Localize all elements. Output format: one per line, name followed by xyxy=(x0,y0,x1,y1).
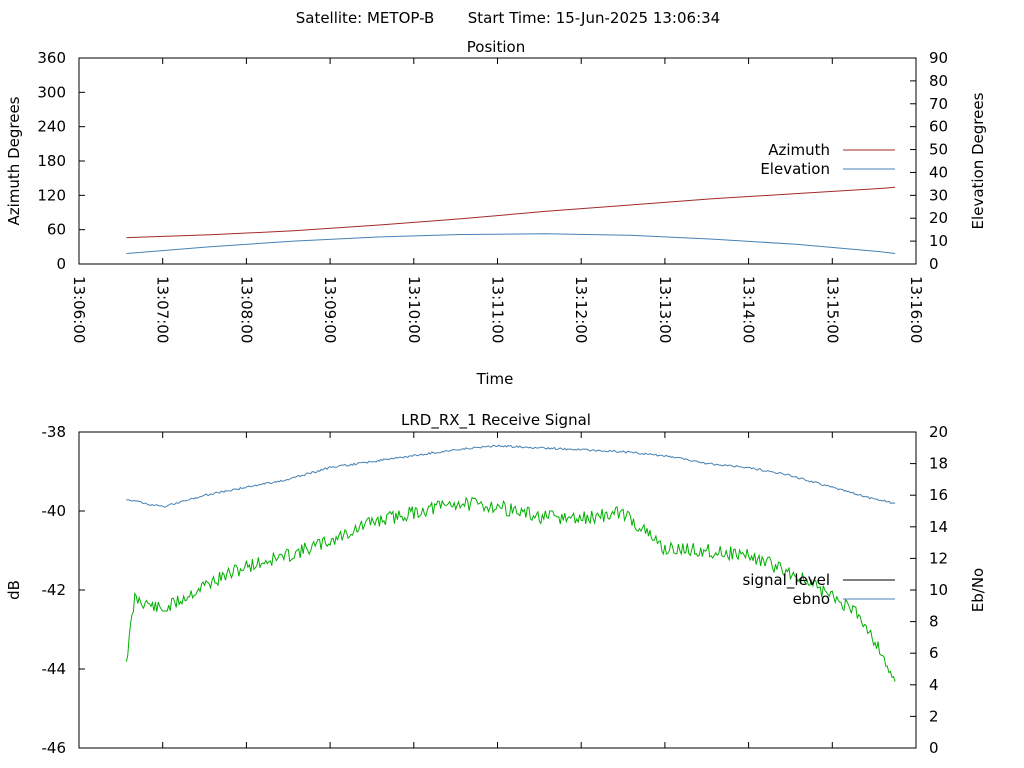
y-tick-label: -42 xyxy=(42,581,67,599)
receive-plot-frame xyxy=(78,431,917,749)
start-time-label: Start Time: 15-Jun-2025 13:06:34 xyxy=(468,9,720,27)
position-y-axis-label: Azimuth Degrees xyxy=(5,96,23,225)
y2-tick-label: 30 xyxy=(929,186,948,204)
x-tick-label: 13:10:00 xyxy=(405,276,423,343)
Azimuth-series-line xyxy=(126,186,896,239)
y2-tick-label: 50 xyxy=(929,141,948,159)
y2-tick-label: 70 xyxy=(929,95,948,113)
y-tick-label: 120 xyxy=(37,186,66,204)
legend-label: ebno xyxy=(793,590,830,608)
ebno-series-line xyxy=(125,496,896,682)
receive-y2-tick-labels: 0 2 4 6 8 10 12 14 16 18 20 xyxy=(929,423,948,757)
y-tick-label: -44 xyxy=(42,660,67,678)
y2-tick-label: 0 xyxy=(929,739,939,757)
y-tick-label: -38 xyxy=(42,423,67,441)
y2-tick-label: 6 xyxy=(929,644,939,662)
y-tick-label: -40 xyxy=(42,502,67,520)
y2-tick-label: 60 xyxy=(929,118,948,136)
signal_level-series-line xyxy=(126,444,896,508)
x-tick-label: 13:16:00 xyxy=(907,276,925,343)
y2-tick-label: 14 xyxy=(929,518,948,536)
position-y-tick-labels: 0 60 120 180 240 300 360 xyxy=(37,49,66,273)
y2-tick-label: 18 xyxy=(929,455,948,473)
y2-tick-label: 10 xyxy=(929,232,948,250)
y2-tick-label: 12 xyxy=(929,549,948,567)
receive-y-tick-labels: -46 -44 -42 -40 -38 xyxy=(42,423,67,757)
position-y2-axis-label: Elevation Degrees xyxy=(969,92,987,229)
y2-tick-label: 80 xyxy=(929,72,948,90)
position-chart: Position 0 60 120 180 240 300 360 0 10 20 30 40 50 6… xyxy=(5,38,987,388)
y-tick-label: 240 xyxy=(37,118,66,136)
Elevation-series-line xyxy=(126,233,896,254)
y2-tick-label: 16 xyxy=(929,486,948,504)
x-tick-label: 13:11:00 xyxy=(489,276,507,343)
x-tick-label: 13:09:00 xyxy=(321,276,339,343)
receive-y-axis-label: dB xyxy=(5,580,23,600)
y2-tick-label: 8 xyxy=(929,613,939,631)
y2-tick-label: 2 xyxy=(929,707,939,725)
legend-label: signal_level xyxy=(742,571,830,590)
y-tick-label: 360 xyxy=(37,49,66,67)
y2-tick-label: 10 xyxy=(929,581,948,599)
position-ticks xyxy=(78,57,917,265)
x-tick-label: 13:15:00 xyxy=(823,276,841,343)
position-series xyxy=(126,186,896,254)
y-tick-label: -46 xyxy=(42,739,67,757)
x-tick-label: 13:13:00 xyxy=(656,276,674,343)
legend-label: Azimuth xyxy=(768,141,830,159)
position-chart-title: Position xyxy=(467,38,525,56)
x-tick-label: 13:06:00 xyxy=(70,276,88,343)
y2-tick-label: 0 xyxy=(929,255,939,273)
y-tick-label: 0 xyxy=(56,255,66,273)
y2-tick-label: 20 xyxy=(929,423,948,441)
receive-chart-title: LRD_RX_1 Receive Signal xyxy=(401,411,591,430)
y2-tick-label: 40 xyxy=(929,163,948,181)
x-tick-label: 13:07:00 xyxy=(154,276,172,343)
position-y2-tick-labels: 0 10 20 30 40 50 60 70 80 90 xyxy=(929,49,948,273)
position-x-axis-label: Time xyxy=(476,370,514,388)
receive-chart: LRD_RX_1 Receive Signal -46-44-42-40-38 … xyxy=(5,411,987,757)
y2-tick-label: 90 xyxy=(929,49,948,67)
x-tick-label: 13:08:00 xyxy=(237,276,255,343)
legend-label: Elevation xyxy=(760,160,830,178)
y2-tick-label: 20 xyxy=(929,209,948,227)
y2-tick-label: 4 xyxy=(929,676,939,694)
y-tick-label: 60 xyxy=(47,221,66,239)
y-tick-label: 180 xyxy=(37,152,66,170)
x-tick-label: 13:14:00 xyxy=(740,276,758,343)
y-tick-label: 300 xyxy=(37,83,66,101)
position-x-tick-labels: 13:06:00 13:07:00 13:08:00 13:09:00 13:10:00… xyxy=(70,276,925,343)
receive-ticks xyxy=(78,431,917,749)
x-tick-label: 13:12:00 xyxy=(572,276,590,343)
receive-series xyxy=(125,444,896,682)
satellite-label: Satellite: METOP-B xyxy=(296,9,435,27)
receive-y2-axis-label: Eb/No xyxy=(969,568,987,612)
